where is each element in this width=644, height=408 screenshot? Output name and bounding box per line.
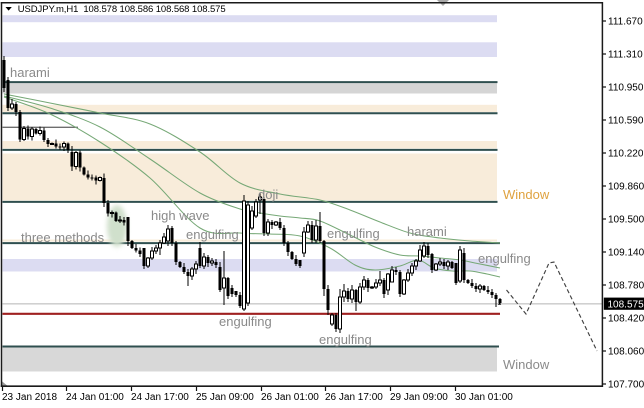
svg-text:30 Jan 01:00: 30 Jan 01:00	[455, 392, 513, 403]
svg-text:Window: Window	[503, 357, 550, 372]
svg-text:110.220: 110.220	[608, 149, 644, 160]
svg-text:108.060: 108.060	[608, 347, 644, 358]
svg-text:109.860: 109.860	[608, 182, 644, 193]
svg-text:24 Jan 17:00: 24 Jan 17:00	[131, 392, 189, 403]
svg-text:109.140: 109.140	[608, 248, 644, 259]
svg-text:engulfing: engulfing	[219, 314, 272, 329]
svg-text:engulfing: engulfing	[186, 227, 239, 242]
svg-text:108.420: 108.420	[608, 314, 644, 325]
svg-text:engulfing: engulfing	[478, 251, 531, 266]
svg-text:doji: doji	[258, 187, 278, 202]
svg-text:engulfing: engulfing	[319, 332, 372, 347]
svg-text:23 Jan 2018: 23 Jan 2018	[2, 392, 57, 403]
svg-text:USDJPY.m,H1 108.578 108.586 1: USDJPY.m,H1 108.578 108.586 108.568 108.…	[18, 4, 226, 15]
svg-text:25 Jan 09:00: 25 Jan 09:00	[196, 392, 254, 403]
svg-text:111.670: 111.670	[608, 17, 643, 28]
svg-text:high wave: high wave	[151, 208, 210, 223]
svg-text:29 Jan 09:00: 29 Jan 09:00	[390, 392, 448, 403]
svg-text:109.500: 109.500	[608, 215, 644, 226]
svg-text:107.700: 107.700	[608, 380, 644, 391]
svg-text:harami: harami	[407, 224, 447, 239]
svg-text:24 Jan 01:00: 24 Jan 01:00	[66, 392, 124, 403]
svg-text:Window: Window	[503, 187, 550, 202]
svg-text:110.590: 110.590	[608, 116, 644, 127]
svg-text:111.310: 111.310	[608, 50, 643, 61]
svg-text:108.780: 108.780	[608, 281, 644, 292]
svg-text:110.950: 110.950	[608, 83, 644, 94]
svg-text:26 Jan 17:00: 26 Jan 17:00	[325, 392, 383, 403]
svg-text:three methods: three methods	[21, 230, 105, 245]
svg-text:engulfing: engulfing	[327, 226, 380, 241]
svg-text:26 Jan 01:00: 26 Jan 01:00	[261, 392, 319, 403]
svg-text:108.575: 108.575	[608, 300, 644, 311]
svg-text:harami: harami	[10, 65, 50, 80]
